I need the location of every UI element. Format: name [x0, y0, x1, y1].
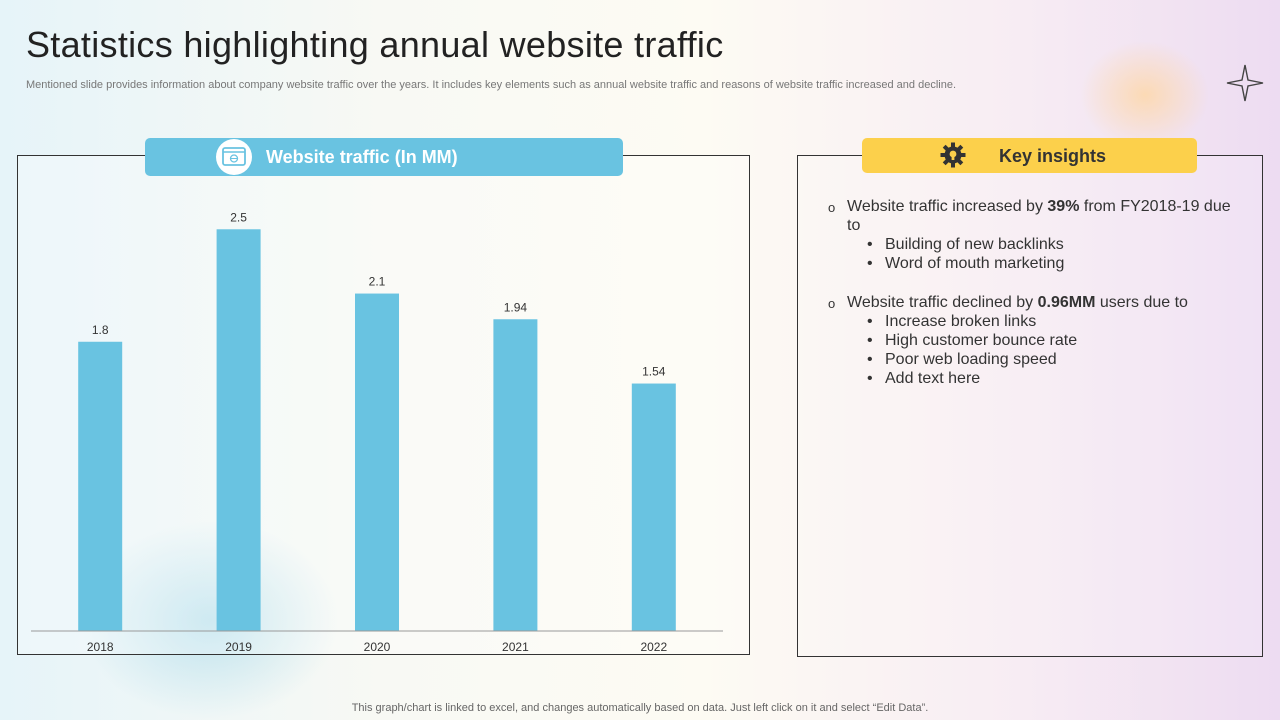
data-label: 1.54: [642, 365, 666, 379]
data-label: 2.5: [230, 210, 247, 224]
bar-2018[interactable]: [78, 341, 123, 631]
insight-subpoint: • Building of new backlinks: [867, 236, 1064, 253]
bar-chart[interactable]: 1.8 2018 2.5 2019 2.1 2020 1.94 2021 1.54 2022: [17, 155, 750, 655]
bar-2021[interactable]: [493, 319, 538, 631]
data-label: 2.1: [369, 275, 386, 289]
decorative-blob: [1080, 40, 1210, 150]
gear-bulb-icon: [940, 142, 966, 168]
insight-point: o Website traffic declined by 0.96MM use…: [828, 293, 1238, 388]
chart-title-banner: Website traffic (In MM): [145, 138, 623, 176]
slide-title: Statistics highlighting annual website t…: [26, 24, 724, 65]
x-tick-label: 2019: [225, 640, 252, 654]
bar-2020[interactable]: [355, 293, 399, 631]
x-tick-label: 2021: [502, 640, 529, 654]
chart-title: Website traffic (In MM): [266, 147, 458, 167]
x-tick-label: 2018: [87, 640, 114, 654]
x-tick-label: 2020: [364, 640, 391, 654]
insight-subpoint: • High customer bounce rate: [867, 332, 1078, 349]
bar-2022[interactable]: [631, 383, 676, 631]
insight-point: o Website traffic increased by 39% from …: [828, 197, 1238, 273]
insights-panel: [797, 155, 1263, 657]
insight-subpoint: • Add text here: [867, 370, 981, 387]
data-label: 1.94: [504, 300, 528, 314]
sparkle-star-icon: [1226, 64, 1264, 102]
browser-window-icon: [216, 139, 252, 175]
insight-subpoint: • Increase broken links: [867, 313, 1037, 330]
slide-footer: This graph/chart is linked to excel, and…: [351, 702, 929, 714]
x-tick-label: 2022: [640, 640, 667, 654]
decorative-blob: [80, 520, 340, 720]
insights-title: Key insights: [999, 146, 1107, 166]
slide-subtitle: Mentioned slide provides information abo…: [26, 79, 957, 91]
insight-subpoint: • Word of mouth marketing: [867, 255, 1065, 272]
insight-subpoint: • Poor web loading speed: [867, 351, 1057, 368]
insights-title-banner: Key insights: [862, 138, 1197, 173]
data-label: 1.8: [92, 323, 109, 337]
insights-list: o Website traffic increased by 39% from …: [828, 197, 1238, 408]
bar-2019[interactable]: [216, 229, 261, 631]
